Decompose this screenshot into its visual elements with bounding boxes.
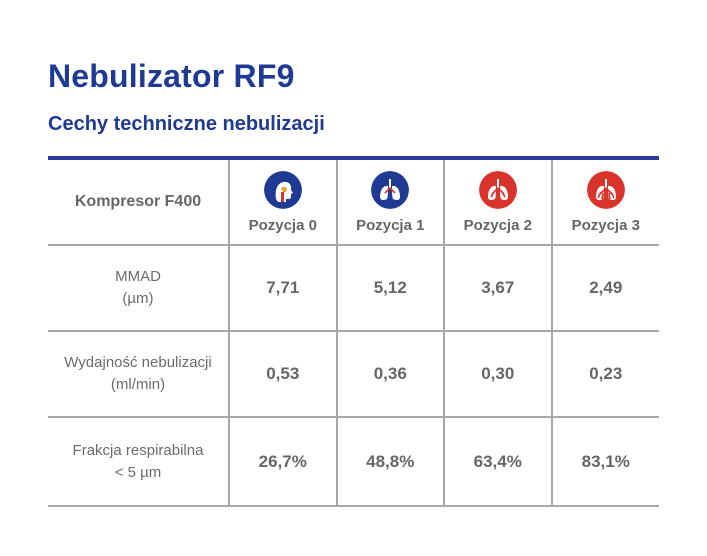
column-header-position-2: Pozycja 2 <box>443 160 553 246</box>
position-label: Pozycja 0 <box>248 216 317 234</box>
table-cell: 0,53 <box>266 364 300 383</box>
lungs-icon <box>586 170 625 209</box>
row-label-line: Frakcja respirabilna <box>72 441 204 459</box>
table-cell: 26,7% <box>258 451 307 471</box>
row-label-unit: < 5 µm <box>114 463 162 481</box>
lungs-icon <box>478 170 517 209</box>
table-cell: 3,67 <box>481 278 515 297</box>
row-label-line: Wydajność nebulizacji <box>64 354 212 371</box>
corner-cell: Kompresor F400 <box>48 160 230 246</box>
row-label-unit: (ml/min) <box>110 376 166 393</box>
table-cell: 0,30 <box>481 364 515 383</box>
table-cell: 7,71 <box>266 278 300 297</box>
compressor-label: Kompresor F400 <box>74 193 202 210</box>
page-title: Nebulizator RF9 <box>48 58 295 94</box>
table-cell: 0,36 <box>373 364 407 383</box>
table-row: MMAD (µm) 7,71 5,12 3,67 2,49 <box>48 244 659 332</box>
table-cell: 63,4% <box>473 451 522 471</box>
header-divider <box>48 156 659 160</box>
table-cell: 5,12 <box>373 278 407 297</box>
table-header-row: Kompresor F400 Pozycja 0 Pozycja 1 <box>48 160 659 246</box>
column-header-position-3: Pozycja 3 <box>550 160 659 246</box>
row-label-respirable-fraction: Frakcja respirabilna < 5 µm <box>48 416 230 507</box>
spec-table: Kompresor F400 Pozycja 0 Pozycja 1 <box>48 160 659 507</box>
position-label: Pozycja 3 <box>571 216 640 234</box>
column-header-position-0: Pozycja 0 <box>228 160 338 246</box>
table-cell: 2,49 <box>589 278 623 297</box>
head-airway-icon <box>263 170 302 209</box>
row-label-mmad: MMAD (µm) <box>48 244 230 332</box>
row-label-line: MMAD <box>115 268 161 285</box>
position-label: Pozycja 1 <box>356 216 425 234</box>
position-label: Pozycja 2 <box>463 216 532 234</box>
table-cell: 0,23 <box>589 364 623 383</box>
table-row: Wydajność nebulizacji (ml/min) 0,53 0,36… <box>48 330 659 418</box>
row-label-unit: (µm) <box>122 290 154 307</box>
table-cell: 83,1% <box>581 451 630 471</box>
row-label-output: Wydajność nebulizacji (ml/min) <box>48 330 230 418</box>
page-subtitle: Cechy techniczne nebulizacji <box>48 113 325 135</box>
table-cell: 48,8% <box>366 451 415 471</box>
column-header-position-1: Pozycja 1 <box>335 160 445 246</box>
table-row: Frakcja respirabilna < 5 µm 26,7% 48,8% … <box>48 416 659 507</box>
lungs-icon <box>371 170 410 209</box>
